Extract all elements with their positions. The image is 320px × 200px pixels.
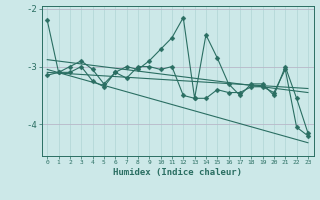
X-axis label: Humidex (Indice chaleur): Humidex (Indice chaleur) (113, 168, 242, 177)
